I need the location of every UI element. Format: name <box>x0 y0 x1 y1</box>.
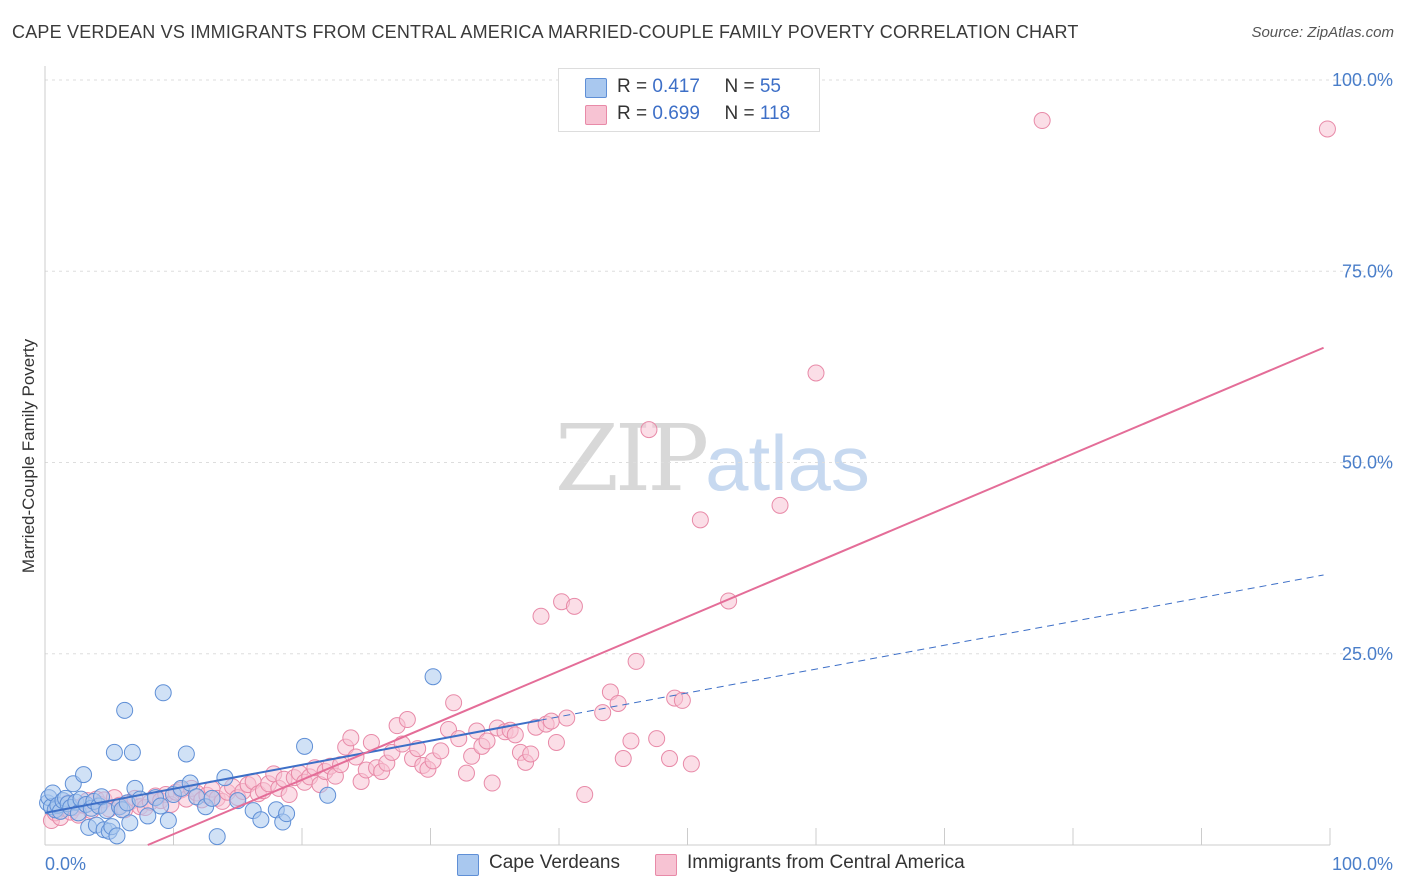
pink-points-layer <box>42 74 1336 830</box>
pink-point <box>691 511 709 529</box>
pink-point <box>609 694 627 712</box>
pink-trendline <box>147 346 1324 846</box>
blue-point <box>278 805 296 823</box>
blue-point <box>319 786 337 804</box>
blue-point <box>177 745 195 763</box>
legend-pink-n-label: N = <box>724 103 760 124</box>
legend-blue-r-value: 0.417 <box>652 76 700 97</box>
blue-points-layer <box>39 668 442 846</box>
legend-blue-r-label: R = <box>617 76 653 97</box>
blue-trendline <box>539 574 1324 721</box>
bottom-legend-label-blue: Cape Verdeans <box>489 852 620 873</box>
blue-point <box>159 812 177 830</box>
y-tick-label: 25.0% <box>1342 644 1393 664</box>
blue-point <box>252 811 270 829</box>
chart-title: CAPE VERDEAN VS IMMIGRANTS FROM CENTRAL … <box>12 22 1079 42</box>
pink-point <box>532 607 550 625</box>
legend-pink-r-label: R = <box>617 103 653 124</box>
pink-point <box>614 750 632 768</box>
pink-point <box>280 786 298 804</box>
legend-swatch-blue <box>585 78 607 98</box>
blue-point <box>208 828 226 846</box>
pink-point <box>1033 112 1051 130</box>
blue-point <box>105 743 123 761</box>
legend-swatch-pink <box>585 105 607 125</box>
y-tick-label: 50.0% <box>1342 453 1393 473</box>
blue-point <box>123 743 141 761</box>
pink-point <box>682 755 700 773</box>
blue-point <box>424 668 442 686</box>
x-tick-label: 0.0% <box>45 854 86 874</box>
trendline-layer <box>44 346 1324 846</box>
pink-point <box>558 709 576 727</box>
source-label: Source: ZipAtlas.com <box>1251 24 1394 41</box>
blue-point <box>108 827 126 845</box>
pink-point <box>594 704 612 722</box>
pink-point <box>450 730 468 748</box>
pink-point <box>506 726 524 744</box>
pink-point <box>648 730 666 748</box>
y-tick-label: 75.0% <box>1342 261 1393 281</box>
pink-point <box>483 774 501 792</box>
pink-point <box>542 712 560 730</box>
pink-point <box>457 764 475 782</box>
pink-point <box>627 652 645 670</box>
pink-point <box>807 364 825 382</box>
blue-point <box>116 701 134 719</box>
pink-point <box>478 732 496 750</box>
pink-point <box>771 496 789 514</box>
correlation-legend: R = 0.417 N = 55 R = 0.699 N = 118 <box>558 68 820 132</box>
pink-point <box>661 750 679 768</box>
pink-point <box>522 745 540 763</box>
blue-point <box>121 814 139 832</box>
blue-point <box>152 797 170 815</box>
tick-label-layer: 25.0% 50.0% 75.0% 100.0% 0.0% 100.0% <box>45 70 1393 874</box>
pink-point <box>673 691 691 709</box>
pink-point <box>398 711 416 729</box>
bottom-legend-swatch-pink <box>655 854 677 876</box>
pink-point <box>565 597 583 615</box>
pink-point <box>547 733 565 751</box>
pink-point <box>445 694 463 712</box>
blue-point <box>154 684 172 702</box>
pink-point <box>463 747 481 765</box>
legend-pink-n-value: 118 <box>759 103 791 124</box>
pink-point <box>622 732 640 750</box>
legend-pink-r-value: 0.699 <box>652 103 700 124</box>
pink-point <box>640 421 658 439</box>
legend-blue-n-label: N = <box>724 76 760 97</box>
axis-layer <box>44 66 1331 846</box>
y-tick-label: 100.0% <box>1332 70 1393 90</box>
bottom-legend-label-pink: Immigrants from Central America <box>687 852 965 873</box>
blue-point <box>75 766 93 784</box>
legend-blue-n-value: 55 <box>759 76 781 97</box>
bottom-legend-swatch-blue <box>457 854 479 876</box>
blue-point <box>139 807 157 825</box>
blue-point <box>203 789 221 807</box>
blue-trendline <box>44 719 540 814</box>
pink-point <box>1318 120 1336 138</box>
blue-point <box>296 737 314 755</box>
grid-layer <box>45 79 1395 655</box>
pink-point <box>576 786 594 804</box>
x-tick-label: 100.0% <box>1332 854 1393 874</box>
pink-point <box>342 729 360 747</box>
pink-point <box>432 742 450 760</box>
